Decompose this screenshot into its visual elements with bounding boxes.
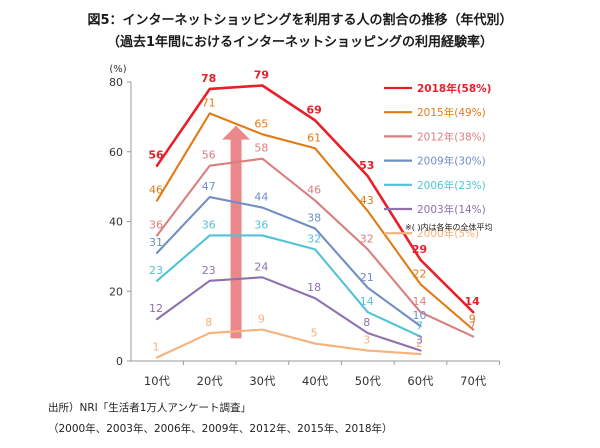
x-tick-label: 50代 xyxy=(355,374,382,388)
source-line-1: 出所）NRI「生活者1万人アンケート調査」 xyxy=(48,402,252,414)
data-label: 8 xyxy=(205,316,212,329)
series-line xyxy=(155,157,475,338)
data-label: 23 xyxy=(149,264,163,277)
y-tick-label: 80 xyxy=(109,76,123,89)
data-label: 18 xyxy=(307,281,321,294)
data-label: 38 xyxy=(307,211,321,224)
legend-label: 2012年(38%) xyxy=(417,130,486,143)
data-label: 46 xyxy=(149,184,163,197)
data-label: 61 xyxy=(307,131,321,144)
chart-subtitle: （過去1年間におけるインターネットショッピングの利用経験率） xyxy=(106,35,494,50)
data-label: 44 xyxy=(254,191,268,204)
data-label: 10 xyxy=(413,309,427,322)
data-label: 65 xyxy=(254,117,268,130)
x-tick-label: 20代 xyxy=(197,374,224,388)
legend-label: 2000年(5%) xyxy=(417,227,479,240)
y-tick-label: 0 xyxy=(116,355,123,368)
series-line xyxy=(155,276,422,352)
series-line xyxy=(155,234,422,338)
data-label: 43 xyxy=(360,194,374,207)
data-label: 7 xyxy=(469,320,476,333)
data-label: 14 xyxy=(360,295,374,308)
x-tick-label: 40代 xyxy=(302,374,329,388)
data-label: 1 xyxy=(153,341,160,354)
data-label: 21 xyxy=(360,271,374,284)
data-label: 14 xyxy=(465,295,481,308)
source-line-2: （2000年、2003年、2006年、2009年、2012年、2015年、201… xyxy=(48,423,393,435)
data-label: 58 xyxy=(254,142,268,155)
data-label: 36 xyxy=(254,218,268,231)
series-line xyxy=(155,196,422,328)
data-label: 53 xyxy=(359,159,374,172)
y-tick-label: 40 xyxy=(109,216,123,229)
data-label: 23 xyxy=(202,264,216,277)
data-label: 36 xyxy=(149,218,163,231)
x-tick-label: 60代 xyxy=(407,374,434,388)
data-label: 36 xyxy=(202,218,216,231)
legend-label: 2018年(58%) xyxy=(417,82,491,95)
data-label: 14 xyxy=(413,295,427,308)
data-label: 2 xyxy=(416,337,423,350)
data-label: 5 xyxy=(311,327,318,340)
y-tick-label: 60 xyxy=(109,146,123,159)
x-tick-label: 70代 xyxy=(460,374,487,388)
data-label: 69 xyxy=(306,103,321,116)
data-label: 7 xyxy=(416,320,423,333)
data-label: 32 xyxy=(360,232,374,245)
data-label: 47 xyxy=(202,180,216,193)
data-label: 24 xyxy=(254,260,268,273)
data-label: 32 xyxy=(307,232,321,245)
data-label: 29 xyxy=(412,243,427,256)
data-label: 56 xyxy=(148,149,164,162)
legend-label: 2009年(30%) xyxy=(417,155,486,168)
legend-label: 2003年(14%) xyxy=(417,203,486,216)
data-label: 22 xyxy=(413,267,427,280)
legend-note: ※( )内は各年の全体平均 xyxy=(405,222,493,232)
series-line xyxy=(155,84,475,314)
data-label: 56 xyxy=(202,149,216,162)
data-label: 9 xyxy=(258,313,265,326)
data-label: 3 xyxy=(363,334,370,347)
series-line xyxy=(155,112,475,331)
y-tick-label: 20 xyxy=(109,285,123,298)
data-label: 71 xyxy=(202,96,216,109)
data-label: 8 xyxy=(363,316,370,329)
data-label: 9 xyxy=(469,313,476,326)
series-line xyxy=(155,328,422,359)
trend-arrow xyxy=(222,125,251,339)
data-label: 79 xyxy=(254,68,269,81)
y-axis-unit: (%) xyxy=(109,64,126,75)
data-label: 78 xyxy=(201,72,216,85)
legend-label: 2006年(23%) xyxy=(417,179,486,192)
x-tick-label: 10代 xyxy=(144,374,171,388)
data-label: 12 xyxy=(149,302,163,315)
data-label: 46 xyxy=(307,184,321,197)
chart-title: 図5：インターネットショッピングを利用する人の割合の推移（年代別） xyxy=(87,13,513,28)
x-tick-label: 30代 xyxy=(249,374,276,388)
data-label: 31 xyxy=(149,236,163,249)
legend-label: 2015年(49%) xyxy=(417,106,486,119)
data-label: 3 xyxy=(416,334,423,347)
